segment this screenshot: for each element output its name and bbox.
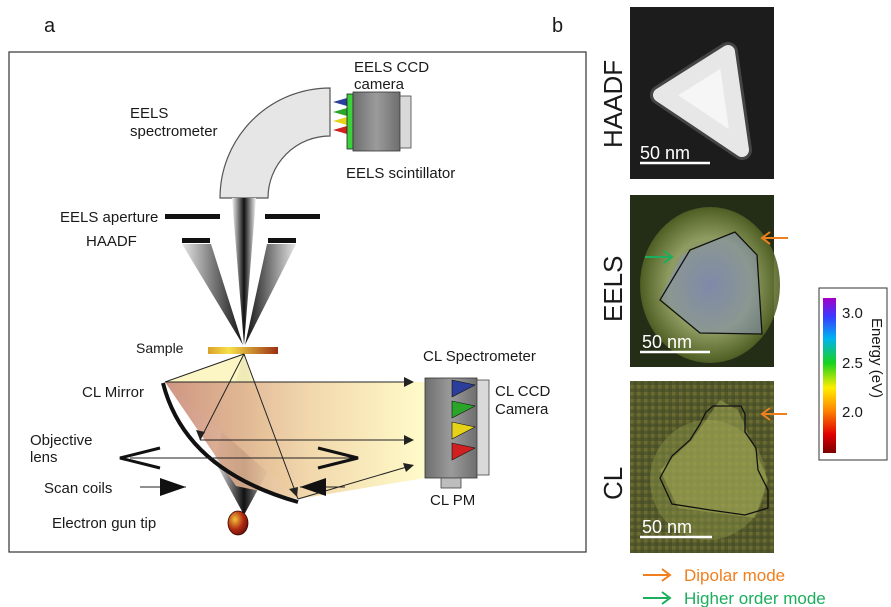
electron-gun-label: Electron gun tip	[52, 515, 156, 532]
eels-ccd-label-1: EELS CCD	[354, 59, 429, 76]
objective-lens-right	[317, 446, 359, 470]
haadf-detector-right	[268, 238, 296, 243]
eels-row-label: EELS	[598, 256, 628, 323]
haadf-cone-left	[182, 244, 243, 345]
electron-gun-tip	[227, 510, 249, 536]
colorbar-tick-3-0: 3.0	[842, 305, 863, 322]
haadf-label: HAADF	[86, 233, 137, 250]
scan-coil-left-arrow	[160, 478, 186, 496]
objective-lens-left	[119, 446, 161, 470]
scan-coils-label: Scan coils	[44, 480, 112, 497]
eels-aperture-right	[265, 214, 320, 219]
cl-ray-arrowhead-3	[403, 463, 414, 472]
objective-lens-label-1: Objective	[30, 432, 93, 449]
legend-dipolar-label: Dipolar mode	[684, 566, 785, 585]
haadf-scale-label: 50 nm	[640, 143, 690, 163]
cl-row-label: CL	[598, 467, 628, 500]
colorbar	[823, 298, 836, 453]
eels-scale-label: 50 nm	[642, 332, 692, 352]
cl-ccd-label-1: CL CCD	[495, 383, 550, 400]
eels-aperture-label: EELS aperture	[60, 209, 158, 226]
eels-ccd-camera	[352, 91, 401, 152]
panel-b-letter: b	[552, 15, 563, 37]
cl-image: 50 nm	[630, 381, 787, 553]
haadf-cone-right	[245, 244, 296, 345]
eels-dispersion-prisms	[333, 98, 347, 134]
colorbar-title: Energy (eV)	[868, 318, 885, 398]
eels-spectrometer	[219, 87, 331, 199]
colorbar-tick-2-5: 2.5	[842, 355, 863, 372]
cl-spectrometer-label: CL Spectrometer	[423, 348, 536, 365]
cl-mirror-arrowhead-1	[196, 430, 205, 440]
cl-scale-label: 50 nm	[642, 517, 692, 537]
cl-ccd-label-2: Camera	[495, 401, 549, 418]
cl-mirror	[161, 382, 299, 504]
cl-rays	[164, 353, 411, 500]
panel-a-letter: a	[44, 15, 56, 37]
eels-spectrometer-label-2: spectrometer	[130, 123, 218, 140]
sample	[208, 347, 278, 354]
haadf-row-label: HAADF	[598, 60, 628, 148]
eels-ccd-label-2: camera	[354, 76, 405, 93]
eels-image: 50 nm	[630, 195, 788, 367]
eels-aperture-left	[165, 214, 220, 219]
cl-ray-arrowhead-2	[404, 435, 414, 445]
legend-higher-arrow-head	[661, 591, 672, 605]
eels-higher-arrow-head	[663, 250, 674, 264]
cl-ray-arrowhead-1	[404, 377, 414, 387]
cl-pm	[440, 477, 462, 489]
cl-dispersion-prisms	[451, 379, 476, 461]
sample-label: Sample	[136, 340, 184, 356]
haadf-image: 50 nm	[630, 7, 774, 179]
eels-scintillator	[346, 93, 354, 150]
objective-lens-label-2: lens	[30, 449, 58, 466]
cl-dipolar-arrow-head	[760, 407, 771, 421]
cl-mirror-label: CL Mirror	[82, 384, 144, 401]
legend-higher-label: Higher order mode	[684, 589, 826, 607]
haadf-detector-left	[182, 238, 210, 243]
cl-mirror-arrowhead-2	[289, 487, 298, 497]
electron-beam-upper	[232, 198, 256, 345]
colorbar-tick-2-0: 2.0	[842, 404, 863, 421]
cl-outline	[659, 405, 769, 516]
eels-scintillator-label: EELS scintillator	[346, 165, 455, 182]
scan-coil-right-arrow	[300, 478, 326, 496]
cl-ccd-back	[476, 379, 490, 476]
legend-dipolar-arrow-head	[661, 568, 672, 582]
cl-pm-label: CL PM	[430, 492, 475, 509]
eels-spectrometer-label-1: EELS	[130, 105, 168, 122]
eels-ccd-back	[399, 95, 412, 149]
eels-outline	[659, 231, 763, 335]
eels-dipolar-arrow-head	[760, 231, 771, 245]
